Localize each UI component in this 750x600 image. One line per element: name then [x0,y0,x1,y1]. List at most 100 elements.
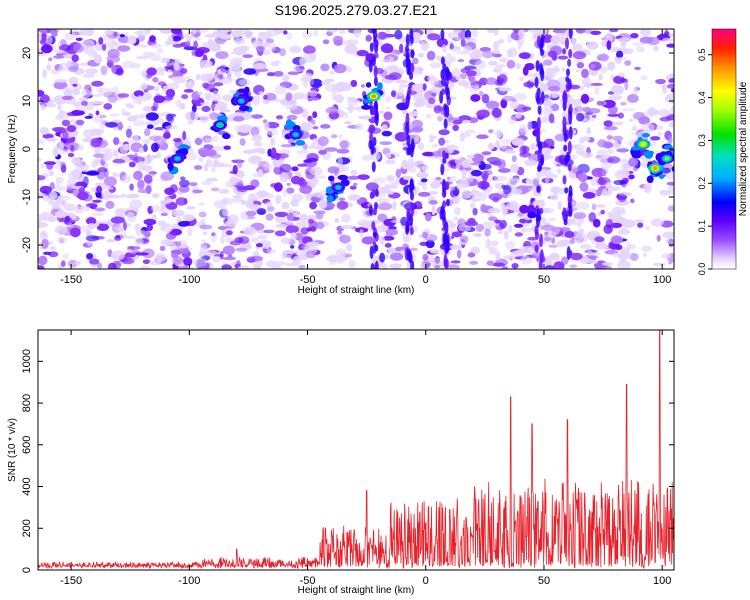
heatmap-cell [137,188,150,194]
heatmap-cell [295,220,308,229]
heatmap-cell [666,84,674,89]
heatmap-cell [368,139,373,150]
heatmap-cell [334,217,340,223]
heatmap-cell [442,200,447,209]
heatmap-cell [596,53,610,61]
heatmap-cell [569,264,578,268]
heatmap-cell [144,230,151,238]
heatmap-cell [117,45,131,52]
heatmap-cell [64,203,76,212]
heatmap-cell [476,109,490,119]
heatmap-cell [283,30,288,35]
heatmap-cell [564,187,569,194]
heatmap-cell [219,250,224,260]
heatmap-cell [185,153,198,161]
heatmap-cell [373,76,378,87]
heatmap-cell [384,243,392,248]
heatmap-cell [372,107,377,116]
heatmap-cell [262,49,271,56]
heatmap-cell [378,202,392,211]
heatmap-cell [563,92,568,105]
heatmap-cell [67,177,77,188]
heatmap-cell [113,31,118,37]
x-tick-label: -150 [60,575,82,587]
heatmap-cell [449,244,462,250]
heatmap-cell [662,231,674,239]
heatmap-cell [355,106,361,111]
heatmap-cell [372,231,377,238]
heatmap-cell [600,209,605,215]
heatmap-cell [580,136,591,142]
heatmap-cell [556,168,561,174]
heatmap-cell [289,45,302,53]
heatmap-cell [448,221,454,229]
heatmap-cell [132,120,146,127]
heatmap-cell [322,39,330,45]
heatmap-cell [485,238,492,249]
heatmap-cell [572,51,587,60]
heatmap-cell [315,221,325,230]
heatmap-cell [549,252,560,261]
heatmap-cell [213,200,227,209]
heatmap-cell [547,91,560,99]
heatmap-cell [48,200,61,206]
heatmap-cell [549,194,559,201]
heatmap-cell [206,40,216,49]
heatmap-cell [338,29,346,35]
heatmap-cell [353,29,362,38]
heatmap-cell [40,162,45,169]
heatmap-cell [240,199,246,206]
heatmap-cell [251,236,260,243]
heatmap-cell [239,138,246,146]
heatmap-cell [311,119,316,125]
heatmap-cell [564,230,575,239]
heatmap-cell [155,71,166,76]
heatmap-cell [327,166,340,174]
heatmap-cell [266,38,274,44]
heatmap-cell [72,101,82,107]
heatmap-cell [406,208,411,220]
heatmap-cell [217,225,228,231]
heatmap-cell [62,130,69,140]
bottom-x-axis: -150 -100 -50 0 50 100 [60,330,671,587]
heatmap-cell [258,91,264,95]
heatmap-cell [155,67,166,72]
heatmap-cell [159,199,172,205]
heatmap-cell [444,221,449,235]
heatmap-cell [578,228,584,234]
heatmap-cell [525,72,537,78]
heatmap-cell [493,65,503,74]
y-tick-label: -20 [21,237,33,253]
heatmap-cell [617,250,631,261]
heatmap-cell [329,70,335,75]
heatmap-cell [339,234,351,244]
heatmap-cell [250,197,258,201]
heatmap-cell [491,53,498,57]
heatmap-cell [91,80,104,87]
heatmap-cell [110,216,125,224]
heatmap-cell [394,29,403,40]
heatmap-cell [103,176,117,187]
heatmap-cell [536,185,541,193]
heatmap-cell [39,231,49,242]
heatmap-cell [41,238,49,249]
heatmap-cell [582,106,592,113]
heatmap-cell [201,180,212,186]
heatmap-cell [91,50,97,57]
heatmap-cell [448,175,457,183]
heatmap-cell [258,31,272,41]
heatmap-cell [38,265,45,269]
heatmap-cell [412,57,419,65]
heatmap-cell [282,249,295,255]
heatmap-cell [671,88,674,93]
heatmap-cell [569,238,575,245]
heatmap-cell [303,53,316,63]
heatmap-cell [111,64,117,73]
heatmap-cell [141,71,148,77]
heatmap-cell [488,129,494,134]
heatmap-cell [106,55,121,64]
heatmap-cell [284,100,295,105]
heatmap-cell [98,37,104,45]
heatmap-cell [538,128,546,133]
heatmap-cell [290,245,295,249]
